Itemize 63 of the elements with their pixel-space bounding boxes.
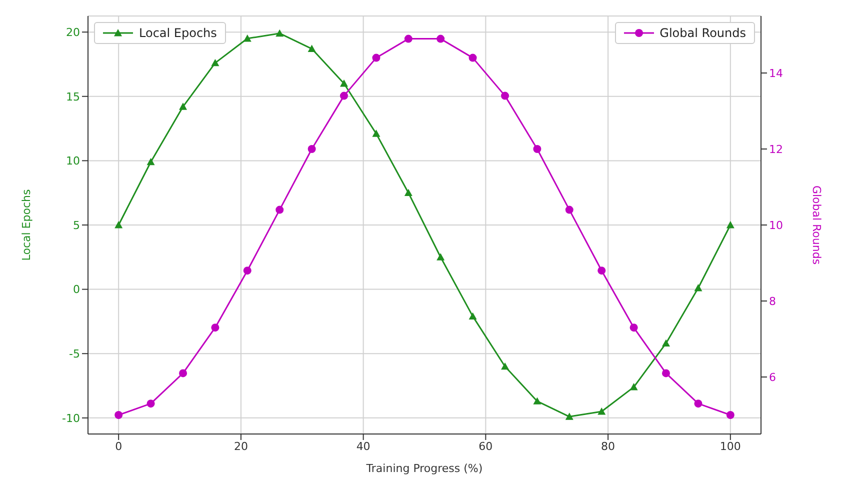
y-tick-label: 20 [66, 26, 80, 39]
x-axis-title: Training Progress (%) [365, 462, 483, 475]
point [308, 44, 316, 52]
point [404, 188, 412, 196]
point [372, 54, 380, 62]
point [468, 312, 477, 320]
y-tick-label: 0 [73, 283, 80, 296]
y2-tick-label: 12 [769, 142, 783, 156]
point [630, 383, 638, 390]
point [436, 253, 445, 260]
point [533, 397, 542, 404]
point [243, 34, 252, 42]
point [662, 339, 670, 347]
x-tick-label: 100 [720, 440, 741, 453]
y-tick-label: 5 [73, 218, 80, 232]
x-tick-label: 40 [356, 440, 370, 453]
x-tick-label: 20 [234, 440, 248, 453]
y-tick-label: 15 [66, 90, 80, 104]
legend-label: Global Rounds [660, 26, 746, 40]
point [114, 411, 123, 419]
point [533, 145, 542, 153]
point [276, 206, 284, 214]
point [726, 411, 734, 419]
y2-tick-label: 6 [769, 370, 776, 384]
point [598, 266, 606, 275]
point [501, 362, 510, 370]
legend-label: Local Epochs [139, 26, 217, 40]
y-tick-label: -10 [62, 412, 80, 425]
y2-tick-label: 10 [769, 218, 783, 232]
point [598, 407, 606, 415]
point [726, 221, 734, 228]
point [436, 34, 445, 43]
point [211, 58, 220, 66]
point [243, 266, 252, 275]
point [662, 369, 670, 378]
point [694, 400, 702, 408]
y-axis-title: Local Epochs [20, 189, 33, 261]
point [211, 324, 220, 332]
point [146, 158, 155, 166]
point [340, 80, 348, 87]
point [114, 221, 123, 228]
point [565, 412, 574, 420]
point [179, 369, 188, 378]
point [404, 34, 412, 43]
point [694, 284, 702, 292]
point [630, 324, 638, 332]
point [468, 54, 477, 62]
x-tick-label: 60 [478, 440, 493, 453]
x-tick-label: 80 [601, 440, 616, 453]
x-tick-label: 0 [115, 440, 122, 453]
y-tick-label: 10 [66, 154, 80, 168]
point [146, 400, 155, 408]
y2-tick-label: 14 [769, 66, 783, 80]
point [372, 130, 380, 137]
point [565, 206, 574, 214]
point [179, 102, 188, 110]
y2-axis-title: Global Rounds [810, 185, 824, 265]
point [501, 92, 510, 100]
y2-tick-label: 8 [769, 294, 776, 308]
point [308, 145, 316, 153]
point [276, 29, 284, 37]
y-tick-label: -5 [69, 348, 80, 361]
point [340, 92, 348, 100]
